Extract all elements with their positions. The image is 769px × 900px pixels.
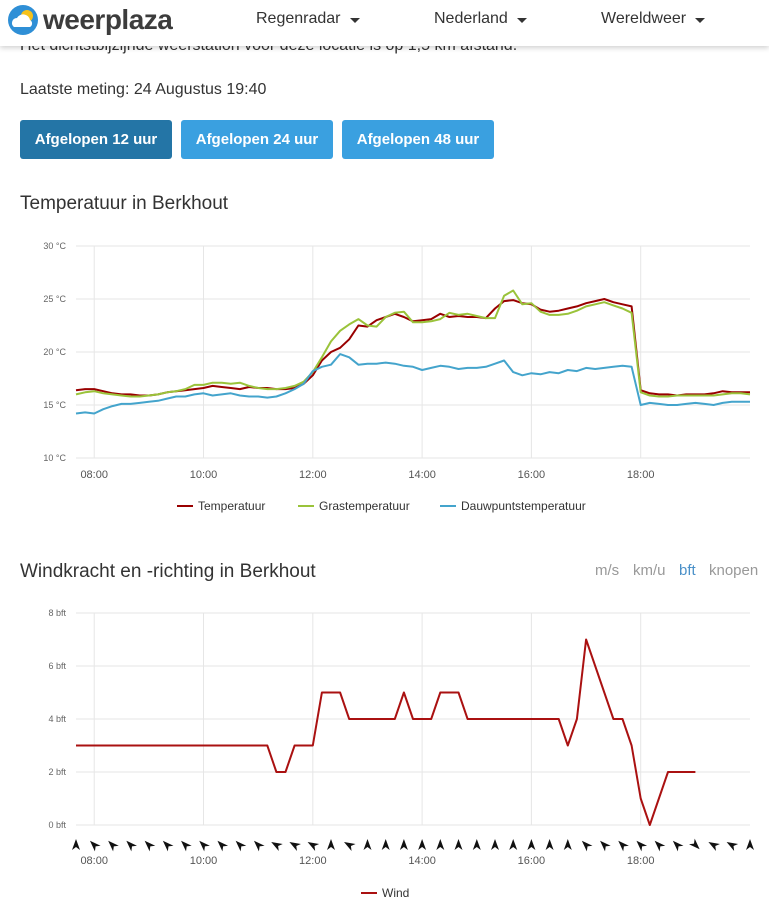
wind-direction-arrow-icon	[527, 839, 536, 850]
x-tick-label: 10:00	[190, 469, 218, 481]
wind-direction-arrow-icon	[327, 839, 335, 850]
wind-direction-arrow-icon	[108, 840, 119, 852]
y-tick-label: 4 bft	[48, 714, 66, 724]
wind-chart: 0 bft 2 bft 4 bft 6 bft 8 bft 08:00 10:00 12:00…	[48, 608, 754, 900]
wind-chart-title: Windkracht en -richting in Berkhout	[20, 561, 316, 582]
x-tick-label: 12:00	[299, 855, 327, 867]
legend-label: Grastemperatuur	[319, 499, 410, 513]
unit-kmu[interactable]: km/u	[633, 562, 666, 579]
wind-direction-arrow-icon	[746, 839, 754, 850]
wind-direction-arrow-icon	[271, 842, 283, 851]
wind-direction-arrow-icon	[581, 840, 593, 852]
series-line-temperatuur	[75, 298, 750, 397]
nav-regenradar[interactable]: Regenradar	[256, 10, 360, 28]
period-24h-button[interactable]: Afgelopen 24 uur	[181, 120, 333, 159]
period-12h-button[interactable]: Afgelopen 12 uur	[20, 120, 172, 159]
wind-direction-arrow-icon	[72, 839, 80, 850]
unit-knopen[interactable]: knopen	[709, 562, 759, 579]
legend-item-grastemperatuur[interactable]: Grastemperatuur	[298, 499, 410, 513]
x-tick-label: 14:00	[408, 855, 436, 867]
x-tick-label: 08:00	[80, 469, 108, 481]
wind-direction-arrow-icon	[363, 839, 372, 850]
x-tick-label: 10:00	[190, 855, 218, 867]
unit-bft[interactable]: bft	[679, 562, 696, 579]
wind-direction-arrow-icon	[235, 840, 247, 852]
y-tick-label: 15 °C	[43, 400, 66, 410]
wind-direction-arrow-icon	[399, 839, 408, 850]
y-tick-label: 30 °C	[43, 241, 66, 251]
wind-direction-arrow-icon	[654, 840, 666, 852]
temperature-chart-title: Temperatuur in Berkhout	[20, 193, 229, 214]
wind-direction-arrow-icon	[344, 842, 356, 851]
chevron-down-icon	[516, 17, 527, 23]
y-tick-label: 8 bft	[48, 608, 66, 618]
y-tick-label: 2 bft	[48, 767, 66, 777]
logo-text: weerplaza	[43, 4, 173, 35]
wind-direction-arrow-icon	[381, 839, 390, 850]
temperature-chart: 10 °C 15 °C 20 °C 25 °C 30 °C 08:00 10:00 12:00…	[43, 241, 751, 513]
wind-direction-arrow-icon	[307, 842, 320, 851]
wind-direction-arrow-icon	[199, 840, 210, 852]
chevron-down-icon	[349, 17, 360, 23]
wind-direction-arrow-icon	[162, 840, 174, 852]
unit-ms[interactable]: m/s	[595, 562, 620, 579]
nav-nederland-label: Nederland	[434, 10, 508, 27]
legend-label: Temperatuur	[198, 499, 265, 513]
nav-wereldweer[interactable]: Wereldweer	[601, 10, 706, 28]
wind-direction-arrow-icon	[436, 839, 445, 850]
wind-direction-arrow-icon	[545, 839, 554, 850]
x-tick-label: 16:00	[518, 469, 546, 481]
wind-direction-arrow-icon	[89, 840, 101, 852]
series-line-dauwpuntstemperatuur	[75, 353, 750, 415]
last-reading-text: Laatste meting: 24 Augustus 19:40	[20, 81, 267, 98]
wind-direction-arrow-icon	[672, 840, 684, 852]
wind-direction-arrow-icon	[289, 842, 301, 851]
wind-direction-arrow-icon	[491, 839, 499, 850]
nav-nederland[interactable]: Nederland	[434, 10, 527, 28]
x-tick-label: 18:00	[627, 855, 655, 867]
wind-direction-arrow-icon	[618, 840, 629, 852]
y-tick-label: 20 °C	[43, 347, 66, 357]
wind-direction-arrow-icon	[509, 839, 518, 850]
y-tick-label: 6 bft	[48, 661, 66, 671]
wind-direction-arrow-icon	[144, 840, 156, 852]
nav-wereldweer-label: Wereldweer	[601, 10, 687, 27]
series-line-grastemperatuur	[75, 289, 751, 398]
chevron-down-icon	[695, 17, 706, 23]
x-tick-label: 12:00	[299, 469, 327, 481]
wind-direction-arrow-icon	[126, 840, 137, 852]
cloud-sun-logo-icon	[8, 5, 38, 35]
wind-direction-arrow-icon	[726, 842, 739, 851]
wind-direction-arrow-icon	[418, 839, 427, 850]
wind-direction-arrow-icon	[217, 840, 229, 852]
x-tick-label: 14:00	[408, 469, 436, 481]
y-tick-label: 0 bft	[48, 820, 66, 830]
x-tick-label: 08:00	[80, 855, 108, 867]
wind-direction-arrow-icon	[472, 839, 481, 850]
period-48h-button[interactable]: Afgelopen 48 uur	[342, 120, 494, 159]
wind-direction-arrow-icon	[600, 840, 611, 852]
legend-label: Wind	[382, 886, 409, 900]
legend-item-wind[interactable]: Wind	[361, 886, 409, 900]
wind-direction-arrow-icon	[454, 839, 463, 850]
wind-direction-arrow-icon	[181, 840, 192, 852]
legend-item-temperatuur[interactable]: Temperatuur	[177, 499, 265, 513]
nav-regenradar-label: Regenradar	[256, 10, 341, 27]
wind-direction-arrow-icon	[253, 840, 265, 852]
legend-item-dauwpuntstemperatuur[interactable]: Dauwpuntstemperatuur	[440, 499, 586, 513]
top-navigation-bar: weerplaza Regenradar Nederland Wereldwee…	[0, 0, 769, 46]
wind-direction-arrow-icon	[708, 842, 720, 851]
x-tick-label: 18:00	[627, 469, 655, 481]
wind-direction-arrow-icon	[563, 839, 572, 850]
wind-direction-arrow-icon	[689, 838, 700, 850]
weerplaza-logo[interactable]: weerplaza	[6, 4, 173, 36]
legend-label: Dauwpuntstemperatuur	[461, 499, 586, 513]
y-tick-label: 10 °C	[43, 453, 66, 463]
x-tick-label: 16:00	[518, 855, 546, 867]
wind-direction-arrow-icon	[636, 840, 648, 852]
series-line-wind	[76, 638, 696, 826]
y-tick-label: 25 °C	[43, 294, 66, 304]
